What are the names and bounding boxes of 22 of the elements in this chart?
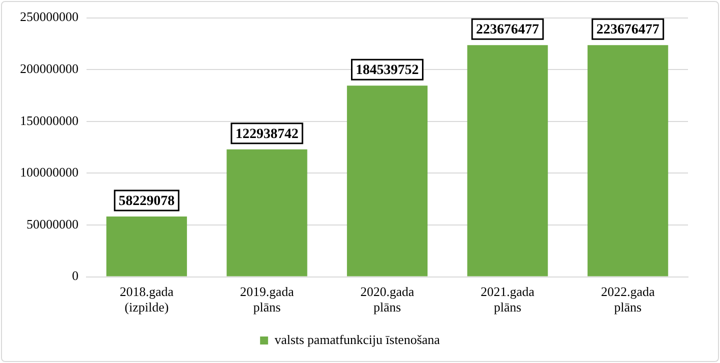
bar xyxy=(106,216,187,276)
x-tick-label: 2020.gada plāns xyxy=(360,284,414,315)
bar xyxy=(226,149,308,276)
y-tick-label: 200000000 xyxy=(20,61,78,76)
y-tick-label: 250000000 xyxy=(20,9,78,24)
data-label: 122938742 xyxy=(235,127,298,142)
x-tick-label: 2018.gada (izpilde) xyxy=(120,284,174,315)
bar xyxy=(588,45,668,276)
y-tick-label: 150000000 xyxy=(20,112,78,128)
data-label: 223676477 xyxy=(596,22,660,38)
data-label: 184539752 xyxy=(356,63,419,78)
data-label: 58229078 xyxy=(118,194,175,210)
bar xyxy=(346,86,428,276)
legend-label: valsts pamatfunkciju īstenošana xyxy=(274,332,440,347)
bar xyxy=(467,45,548,276)
x-tick-label: 2019.gada plāns xyxy=(240,284,294,315)
x-tick-label: 2022.gada plāns xyxy=(600,284,655,315)
y-tick-label: 50000000 xyxy=(26,216,78,232)
y-tick-label: 100000000 xyxy=(20,164,78,180)
y-tick-label: 0 xyxy=(72,268,78,284)
x-tick-label: 2021.gada plāns xyxy=(480,284,535,315)
data-label: 223676477 xyxy=(476,22,540,38)
